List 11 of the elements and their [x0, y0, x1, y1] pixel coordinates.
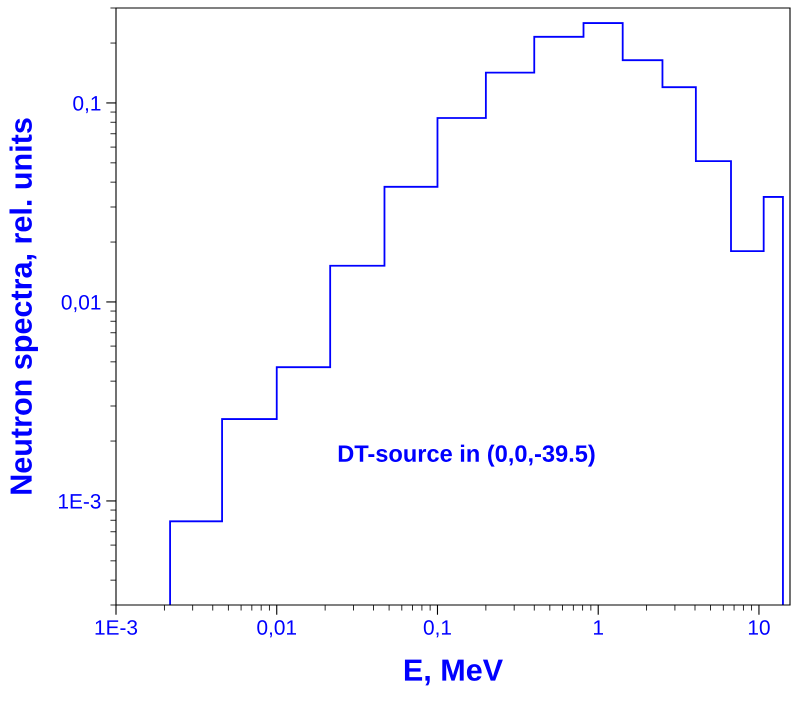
y-axis-title: Neutron spectra, rel. units: [9, 118, 38, 494]
x-tick-label: 0,01: [257, 620, 296, 638]
x-axis-title: E, MeV: [404, 660, 503, 686]
y-tick-label: 1E-3: [59, 494, 101, 509]
y-tick-label: 0,01: [62, 294, 100, 312]
x-tick-label: 10: [748, 620, 770, 635]
y-tick-label: 0,1: [73, 96, 100, 114]
x-tick-label: 0,1: [424, 620, 451, 638]
x-tick-label: 1: [594, 620, 603, 635]
annotation: DT-source in (0,0,-39.5): [338, 444, 595, 467]
x-tick-label: 1E-3: [96, 620, 138, 635]
